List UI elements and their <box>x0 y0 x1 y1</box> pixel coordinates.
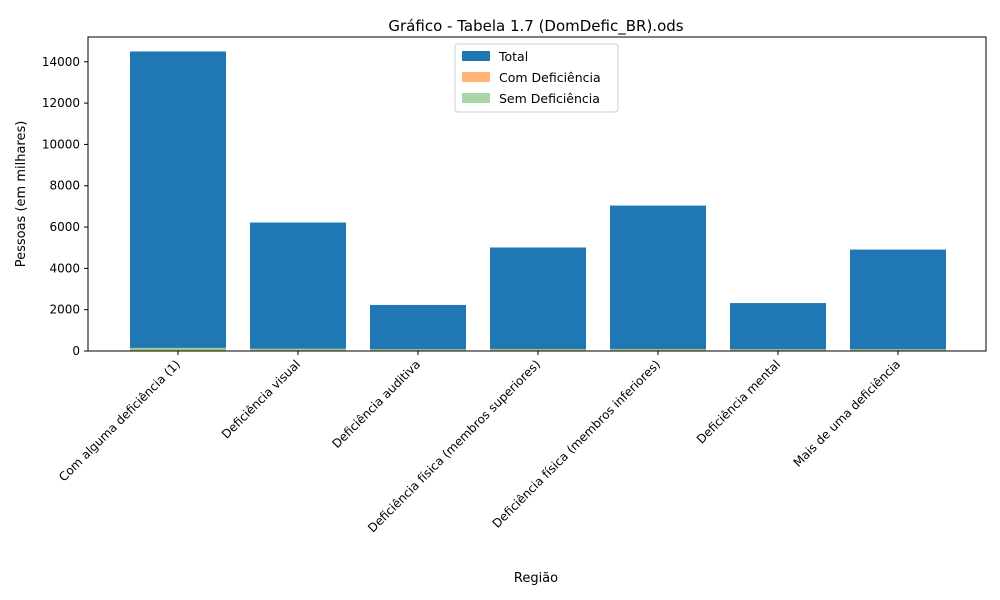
plot-bars <box>130 51 946 352</box>
y-axis: 0 2000 4000 6000 8000 10000 12000 14000 <box>42 55 88 358</box>
bar-sem-defici-ncia-1 <box>250 348 346 351</box>
bar-total-3 <box>490 247 586 351</box>
bar-sem-defici-ncia-4 <box>610 349 706 351</box>
bar-sem-defici-ncia-2 <box>370 349 466 351</box>
bar-total-6 <box>850 249 946 351</box>
bar-total-1 <box>250 222 346 351</box>
bar-sem-defici-ncia-3 <box>490 349 586 351</box>
bar-sem-defici-ncia-6 <box>850 349 946 351</box>
bar-total-2 <box>370 304 466 351</box>
legend-label: Com Deficiência <box>499 70 601 85</box>
bar-sem-defici-ncia-5 <box>730 349 826 351</box>
x-tick-label: Deficiência auditiva <box>329 357 423 451</box>
chart-title: Gráfico - Tabela 1.7 (DomDefic_BR).ods <box>388 17 683 36</box>
x-tick-label: Mais de uma deficiência <box>791 357 904 470</box>
y-tick-label: 8000 <box>49 179 80 193</box>
legend-swatch <box>462 72 490 82</box>
legend-swatch <box>462 93 490 103</box>
x-tick-label: Deficiência visual <box>219 357 303 441</box>
bar-sem-defici-ncia-0 <box>130 347 226 351</box>
y-tick-label: 2000 <box>49 303 80 317</box>
y-tick-label: 0 <box>72 344 80 358</box>
y-axis-label: Pessoas (em milhares) <box>14 121 29 268</box>
legend: Total Com Deficiência Sem Deficiência <box>454 43 619 113</box>
y-tick-label: 6000 <box>49 220 80 234</box>
bar-total-0 <box>130 51 226 352</box>
plot-frame <box>87 36 987 352</box>
x-axis: Com alguma deficiência (1) Deficiência vi… <box>56 351 903 535</box>
y-tick-label: 12000 <box>42 96 80 110</box>
legend-label: Total <box>498 49 528 64</box>
y-tick-label: 10000 <box>42 137 80 151</box>
legend-label: Sem Deficiência <box>499 91 600 106</box>
x-axis-label: Região <box>514 571 558 586</box>
bar-total-5 <box>730 303 826 351</box>
bar-total-4 <box>610 205 706 351</box>
x-tick-label: Deficiência mental <box>694 357 783 446</box>
legend-swatch <box>462 51 490 61</box>
y-tick-label: 4000 <box>49 261 80 275</box>
x-tick-label: Com alguma deficiência (1) <box>56 357 183 484</box>
y-tick-label: 14000 <box>42 55 80 69</box>
legend-box <box>454 43 619 113</box>
